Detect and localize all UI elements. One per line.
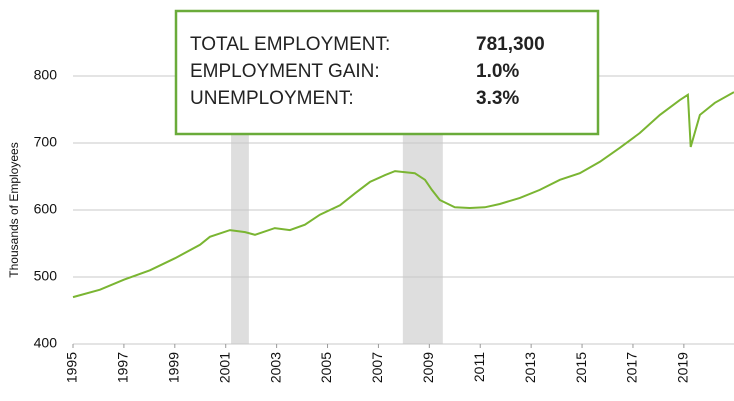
y-tick-label: 400 <box>34 335 58 351</box>
x-tick-label: 2019 <box>675 352 691 383</box>
info-box-frame <box>174 9 600 136</box>
y-tick-label: 600 <box>34 201 58 217</box>
x-tick-label: 2003 <box>267 352 283 383</box>
y-tick-label: 500 <box>34 268 58 284</box>
x-tick-label: 1999 <box>166 352 182 383</box>
info-value: 1.0% <box>476 61 519 82</box>
x-tick-label: 2009 <box>420 352 436 383</box>
x-tick-label: 1997 <box>115 352 131 383</box>
info-value: 3.3% <box>476 88 519 109</box>
x-tick-label: 2015 <box>573 352 589 383</box>
y-tick-label: 800 <box>34 67 58 83</box>
employment-line <box>72 91 734 299</box>
info-label: EMPLOYMENT GAIN: <box>190 61 380 82</box>
y-tick-label: 700 <box>34 134 58 150</box>
info-value: 781,300 <box>476 34 545 55</box>
x-tick-label: 2011 <box>471 352 487 382</box>
x-tick-label: 2007 <box>369 352 385 383</box>
x-tick-label: 2005 <box>318 352 334 383</box>
x-tick-label: 1995 <box>64 352 80 383</box>
y-axis-label: Thousands of Employees <box>7 142 21 277</box>
x-tick-label: 2017 <box>624 352 640 383</box>
x-tick-label: 2013 <box>522 352 538 383</box>
info-label: UNEMPLOYMENT: <box>190 88 354 109</box>
info-box: TOTAL EMPLOYMENT: 781,300 EMPLOYMENT GAIN:… <box>174 9 600 136</box>
info-label: TOTAL EMPLOYMENT: <box>190 34 390 55</box>
x-tick-label: 2001 <box>216 352 232 383</box>
